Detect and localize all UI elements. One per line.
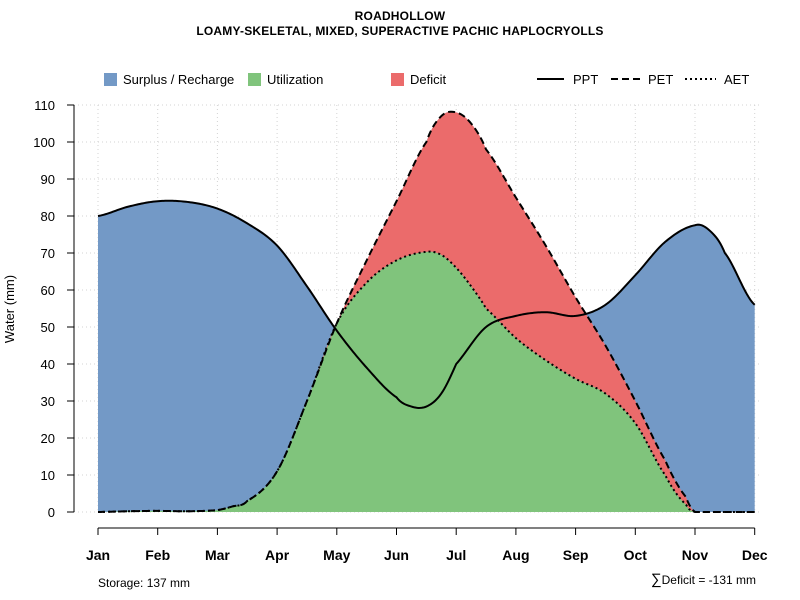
x-tick-label: Dec [742,547,768,563]
x-tick-label: Jul [446,547,466,563]
y-tick-label: 40 [41,357,55,372]
y-tick-label: 110 [34,98,55,113]
x-tick-label: Sep [563,547,589,563]
x-tick-label: Apr [265,547,290,563]
y-tick-label: 0 [48,505,55,520]
axes: 0 10 20 30 40 50 60 70 80 90 100 110 Jan Feb Mar Apr Ma… [2,98,768,563]
x-tick-label: May [323,547,350,563]
y-tick-label: 50 [41,320,55,335]
utilization-area [98,251,755,512]
y-tick-label: 20 [41,431,55,446]
y-tick-label: 10 [41,468,55,483]
chart-subtitle: LOAMY-SKELETAL, MIXED, SUPERACTIVE PACHI… [196,24,604,38]
legend-swatch-surplus [104,73,117,86]
x-tick-label: Nov [682,547,709,563]
chart-title: ROADHOLLOW [354,9,446,23]
y-tick-label: 100 [33,135,55,150]
legend-label-deficit: Deficit [410,72,447,87]
legend: Surplus / Recharge Utilization Deficit P… [104,72,749,87]
x-tick-label: Jan [86,547,110,563]
deficit-total-text: Deficit = -131 mm [661,573,756,587]
x-tick-label: Oct [624,547,648,563]
legend-label-surplus: Surplus / Recharge [123,72,234,87]
storage-note: Storage: 137 mm [98,576,191,590]
y-axis-label: Water (mm) [2,275,17,343]
legend-swatch-deficit [391,73,404,86]
y-tick-label: 80 [41,209,55,224]
legend-label-ppt: PPT [573,72,598,87]
y-ticks: 0 10 20 30 40 50 60 70 80 90 100 110 [33,98,74,520]
y-tick-label: 30 [41,394,55,409]
x-ticks: Jan Feb Mar Apr May Jun Jul Aug Sep Oct Nov Dec [86,528,768,563]
legend-swatch-utilization [248,73,261,86]
deficit-total-note: ∑Deficit = -131 mm [651,571,756,588]
pet-line [97,110,755,513]
y-tick-label: 90 [41,172,55,187]
x-tick-label: Aug [502,547,529,563]
deficit-area [98,111,755,512]
x-tick-label: Jun [384,547,409,563]
y-tick-label: 70 [41,246,55,261]
areas [98,111,755,512]
ppt-line [97,199,756,409]
x-tick-label: Feb [145,547,170,563]
legend-label-pet: PET [648,72,673,87]
legend-label-utilization: Utilization [267,72,323,87]
series-lines [97,110,756,513]
legend-label-aet: AET [724,72,749,87]
x-tick-label: Mar [205,547,230,563]
sum-symbol: ∑ [650,571,662,588]
y-tick-label: 60 [41,283,55,298]
